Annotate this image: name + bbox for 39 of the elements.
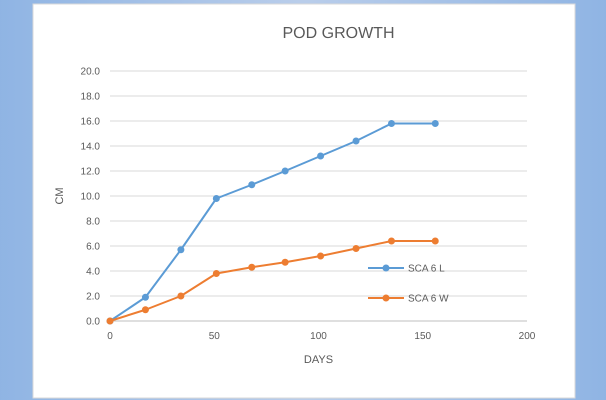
x-axis-title: DAYS: [304, 354, 334, 366]
y-tick-label: 2.0: [86, 292, 100, 302]
point: [432, 238, 439, 244]
point: [352, 138, 360, 144]
point: [388, 120, 395, 127]
point: [177, 292, 184, 300]
point: [352, 245, 360, 252]
y-tick-label: 18.0: [80, 92, 100, 102]
point: [142, 306, 149, 314]
x-tick-label: 100: [310, 331, 328, 342]
x-tick-label: 150: [414, 331, 432, 342]
y-tick-label: 4.0: [86, 266, 100, 278]
y-tick-label: 20.0: [80, 66, 100, 78]
y-tick-label: 6.0: [86, 242, 100, 252]
point: [317, 152, 324, 160]
y-tick-label: 12.0: [80, 166, 100, 178]
y-tick-label: 0.0: [86, 316, 100, 328]
point: [248, 181, 256, 188]
point: [248, 264, 256, 271]
legend-label: SCA 6 L: [408, 264, 446, 274]
point: [282, 258, 289, 266]
y-tick-label: 14.0: [80, 142, 100, 152]
point: [177, 246, 184, 254]
point: [282, 168, 289, 174]
point: [142, 294, 149, 301]
point: [212, 270, 220, 277]
y-axis-title: CM: [54, 187, 66, 205]
point: [432, 120, 439, 127]
chart-title: POD GROWTH: [282, 25, 394, 42]
point: [388, 238, 395, 244]
x-tick-label: 50: [208, 331, 220, 342]
y-tick-label: 16.0: [80, 116, 100, 128]
point: [317, 252, 324, 260]
x-tick-label: 0: [107, 331, 114, 342]
y-tick-label: 10.0: [80, 192, 100, 202]
legend-label: SCA 6 W: [408, 294, 450, 304]
point: [212, 195, 220, 202]
x-tick-label: 200: [518, 331, 536, 342]
y-tick-label: 8.0: [86, 216, 100, 228]
